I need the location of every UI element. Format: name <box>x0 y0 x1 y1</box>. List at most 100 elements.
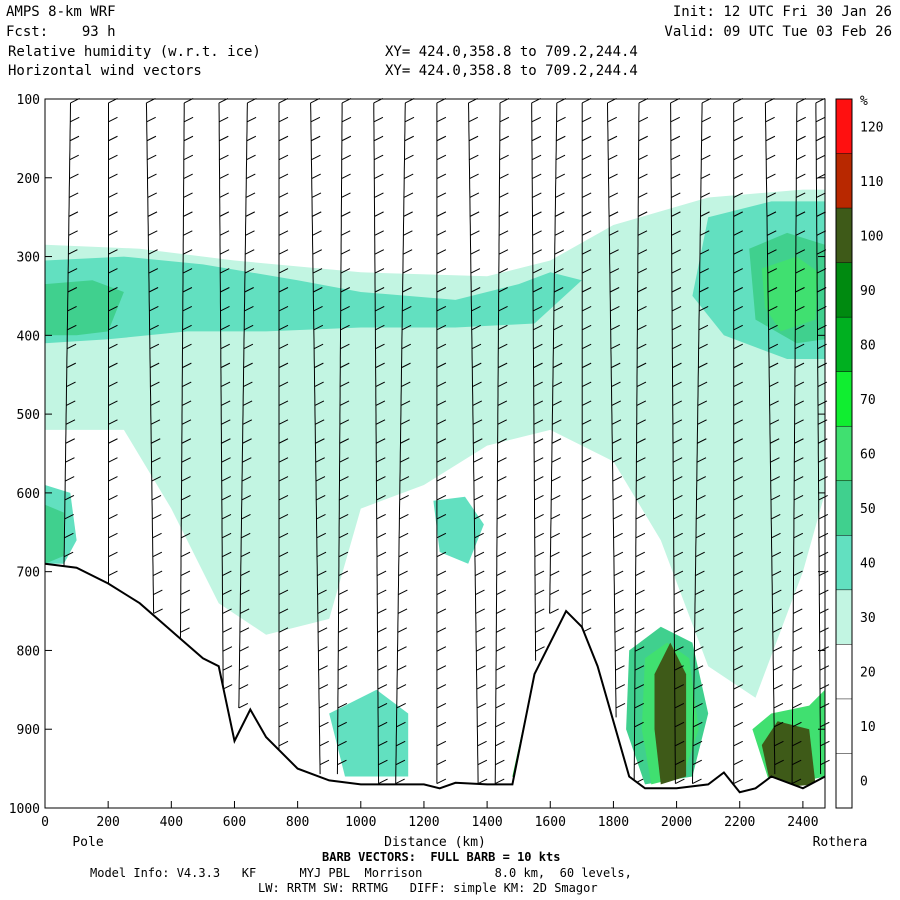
wind-barb-14-48 <box>534 551 545 558</box>
wind-barb-16-30 <box>581 381 592 387</box>
wind-barb-22-34 <box>769 419 780 425</box>
wind-barb-12-22 <box>471 305 481 312</box>
wind-barb-9-62 <box>377 684 388 690</box>
wind-barb-22-22 <box>768 305 778 312</box>
wind-barb-20-42 <box>696 495 706 501</box>
wind-barb-23-54 <box>793 608 803 614</box>
wind-barb-11-64 <box>436 703 447 709</box>
wind-barb-4-46 <box>221 532 232 539</box>
wind-barb-18-30 <box>636 381 647 387</box>
wind-barb-10-36 <box>400 438 410 444</box>
wind-barb-8-48 <box>338 551 349 558</box>
wind-barb-11-22 <box>436 305 447 312</box>
wind-barb-22-46 <box>771 532 781 539</box>
wind-barb-11-28 <box>436 362 447 369</box>
wind-barb-6-4 <box>278 135 289 142</box>
wind-barb-1-14 <box>108 230 118 236</box>
wind-barb-3-14 <box>183 230 193 236</box>
model-title: AMPS 8-km WRF <box>6 4 116 20</box>
wind-barb-11-34 <box>436 419 447 425</box>
wind-barb-23-14 <box>795 230 806 236</box>
wind-barb-0-30 <box>66 381 76 387</box>
wind-barb-24-44 <box>818 513 829 520</box>
wind-barb-18-20 <box>637 287 647 293</box>
wind-barb-13-58 <box>495 646 506 652</box>
wind-barb-6-36 <box>278 438 289 444</box>
wind-barb-10-40 <box>399 476 410 482</box>
rh-patch-3 <box>45 280 124 336</box>
wind-barb-10-18 <box>402 268 413 274</box>
wind-barb-staff-4 <box>218 102 224 690</box>
wind-barb-18-24 <box>637 324 647 331</box>
x-tick-label-200: 200 <box>96 815 119 830</box>
wind-barb-2-44 <box>152 513 162 520</box>
wind-barb-6-8 <box>278 173 289 180</box>
wind-barb-9-44 <box>376 513 386 520</box>
wind-barb-19-24 <box>671 324 682 331</box>
wind-barb-24-8 <box>816 173 826 180</box>
wind-barb-1-18 <box>108 268 118 274</box>
wind-barb-11-68 <box>436 740 447 747</box>
wind-barb-7-50 <box>317 570 327 577</box>
wind-barb-18-44 <box>635 513 646 520</box>
wind-barb-4-60 <box>222 665 233 671</box>
wind-barb-19-64 <box>674 703 685 709</box>
wind-barb-13-68 <box>495 740 505 747</box>
wind-barb-17-62 <box>615 684 625 690</box>
wind-barb-4-2 <box>218 116 229 123</box>
wind-barb-17-52 <box>614 589 624 595</box>
wind-barb-10-30 <box>401 381 411 387</box>
wind-barb-0-46 <box>64 532 74 539</box>
wind-barb-11-18 <box>436 268 447 274</box>
wind-barb-22-16 <box>767 249 777 255</box>
wind-barb-15-20 <box>553 287 564 293</box>
wind-barb-7-46 <box>316 532 326 539</box>
wind-barb-16-6 <box>581 154 592 161</box>
wind-barb-9-70 <box>378 759 388 766</box>
wind-barb-19-8 <box>670 173 681 180</box>
wind-barb-12-62 <box>476 684 487 690</box>
wind-barb-22-30 <box>769 381 779 387</box>
wind-barb-4-4 <box>219 135 229 142</box>
y-tick-label-800: 800 <box>17 644 40 659</box>
wind-barb-6-34 <box>278 419 289 425</box>
wind-barb-8-12 <box>341 211 351 217</box>
wind-barb-15-22 <box>553 305 564 312</box>
wind-barb-7-66 <box>319 721 329 728</box>
wind-barb-9-72 <box>378 778 388 785</box>
rh-patch-8 <box>45 504 64 564</box>
wind-barb-21-52 <box>733 589 743 595</box>
wind-barb-15-46 <box>550 532 560 539</box>
wind-barb-13-62 <box>495 684 506 690</box>
wind-barb-5-56 <box>239 627 250 633</box>
wind-barb-18-14 <box>637 230 648 236</box>
wind-barb-5-14 <box>245 230 255 236</box>
wind-barb-4-44 <box>221 513 232 520</box>
wind-barb-18-58 <box>634 646 645 652</box>
wind-barb-14-46 <box>534 532 544 539</box>
wind-barb-21-18 <box>733 268 743 274</box>
wind-barb-5-54 <box>239 608 250 614</box>
wind-barb-23-70 <box>791 759 802 766</box>
wind-barb-8-44 <box>338 513 349 520</box>
wind-barb-2-6 <box>147 154 157 161</box>
wind-barb-10-38 <box>399 457 410 463</box>
wind-barb-staff-14 <box>531 102 537 661</box>
wind-barb-20-4 <box>701 135 711 142</box>
wind-barb-9-52 <box>377 589 387 595</box>
x-tick-label-2000: 2000 <box>661 815 692 830</box>
wind-barb-20-8 <box>700 173 711 180</box>
wind-barb-22-48 <box>771 551 781 558</box>
colorbar-swatch-90 <box>836 262 852 318</box>
wind-barb-22-60 <box>773 665 783 671</box>
wind-barb-9-46 <box>376 532 387 539</box>
wind-barb-8-52 <box>338 589 348 595</box>
wind-barb-20-62 <box>693 684 704 690</box>
wind-barb-9-68 <box>378 740 388 747</box>
wind-barb-1-30 <box>108 381 118 387</box>
colorbar-swatch-50 <box>836 480 852 536</box>
wind-barb-20-6 <box>701 154 711 161</box>
wind-barb-20-36 <box>697 438 707 444</box>
wind-barb-2-12 <box>147 211 158 217</box>
wind-barb-6-64 <box>278 703 289 709</box>
